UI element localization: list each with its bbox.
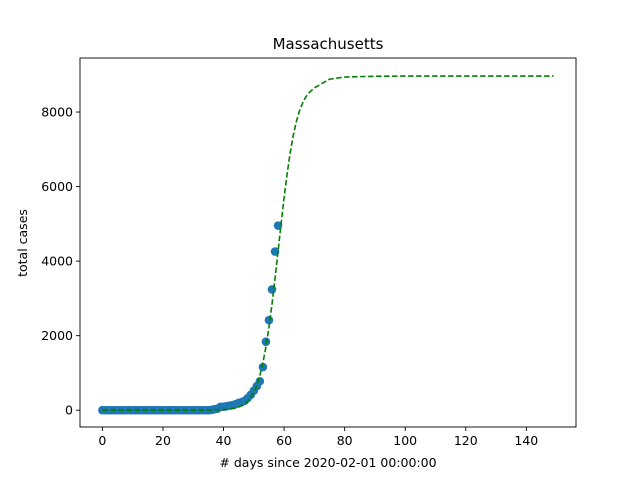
plot-area (79, 57, 577, 428)
y-axis: 0 2000 4000 6000 8000 (41, 105, 80, 418)
data-point (255, 376, 265, 386)
y-tick-label: 0 (65, 403, 73, 418)
x-tick-label: 20 (155, 433, 171, 448)
x-axis-label: # days since 2020-02-01 00:00:00 (219, 455, 436, 470)
x-tick-label: 120 (454, 433, 478, 448)
data-point (264, 315, 274, 325)
y-axis-label: total cases (15, 209, 30, 277)
data-point (258, 362, 268, 372)
x-tick-label: 100 (393, 433, 417, 448)
x-tick-label: 80 (337, 433, 353, 448)
x-tick-label: 140 (514, 433, 538, 448)
x-tick-label: 0 (98, 433, 106, 448)
x-axis: 0 20 40 60 80 100 120 140 (98, 427, 538, 448)
y-tick-label: 2000 (41, 328, 73, 343)
y-tick-label: 8000 (41, 105, 73, 120)
y-tick-label: 4000 (41, 254, 73, 269)
fit-curve-line (102, 75, 554, 412)
chart-title: Massachusetts (273, 35, 384, 53)
x-tick-label: 60 (276, 433, 292, 448)
plot-frame (79, 57, 577, 428)
data-point (267, 285, 277, 294)
y-tick-label: 6000 (41, 179, 73, 194)
x-tick-label: 40 (216, 433, 232, 448)
